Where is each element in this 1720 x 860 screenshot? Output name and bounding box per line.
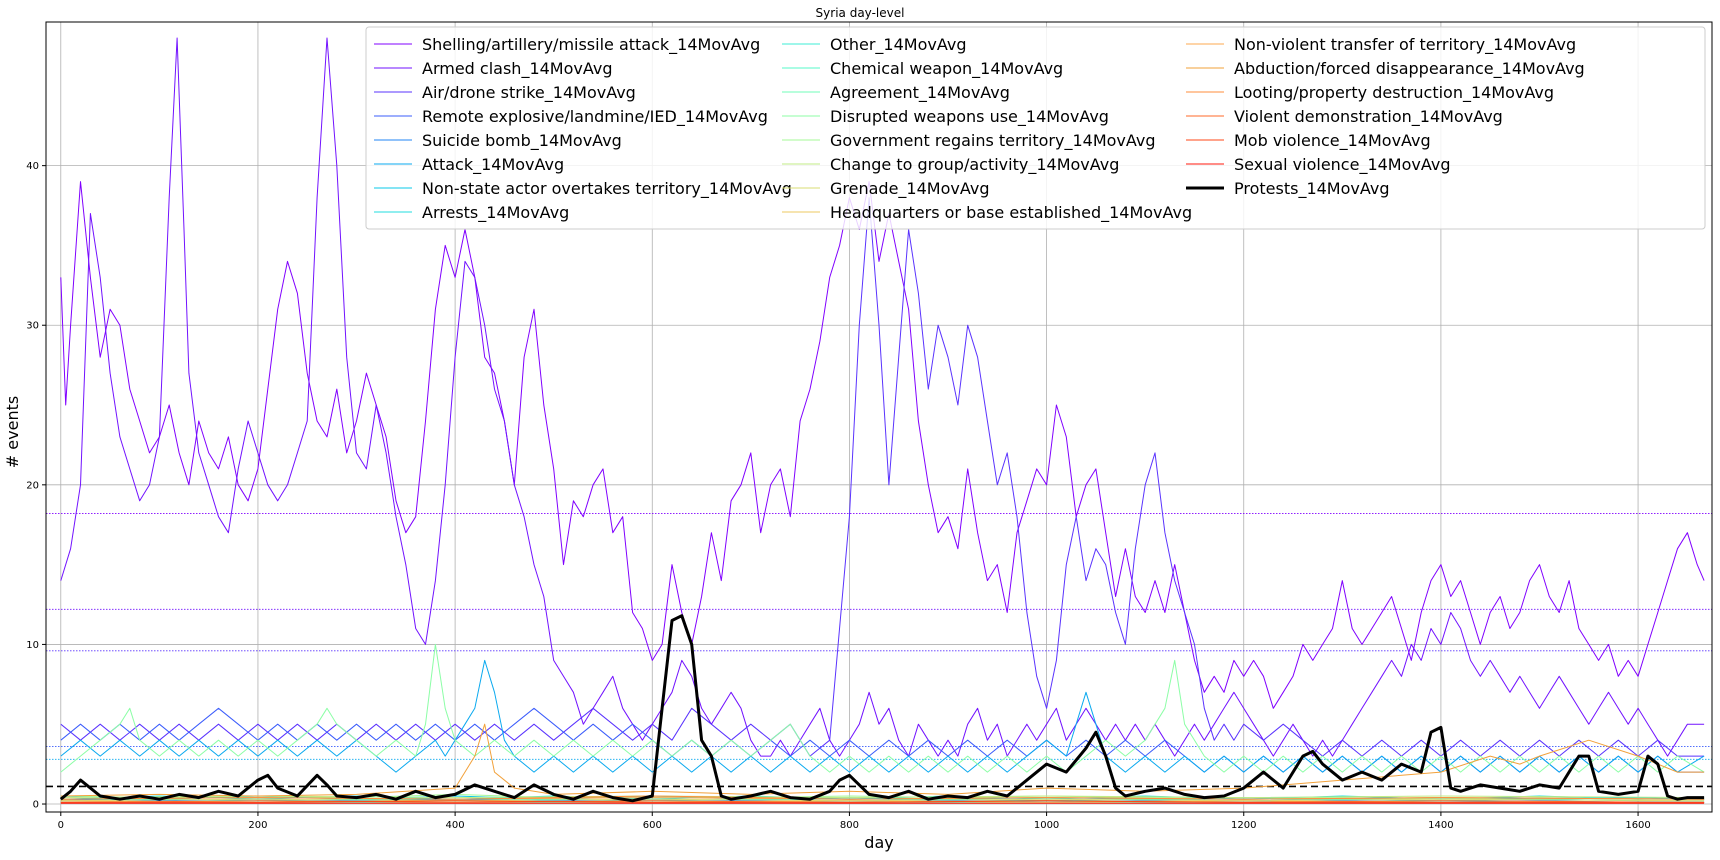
legend-entry-label: Sexual violence_14MovAvg	[1234, 155, 1451, 175]
legend-entry-label: Non-state actor overtakes territory_14Mo…	[422, 179, 792, 199]
legend-entry-label: Attack_14MovAvg	[422, 155, 564, 175]
legend-entry-label: Armed clash_14MovAvg	[422, 59, 613, 79]
legend-entry-label: Government regains territory_14MovAvg	[830, 131, 1156, 151]
x-tick-label: 1200	[1231, 820, 1256, 831]
legend-entry-label: Shelling/artillery/missile attack_14MovA…	[422, 35, 760, 55]
series-line	[59, 614, 1705, 803]
legend-entry-label: Mob violence_14MovAvg	[1234, 131, 1431, 151]
legend-entry-label: Change to group/activity_14MovAvg	[830, 155, 1119, 175]
legend-entry-label: Remote explosive/landmine/IED_14MovAvg	[422, 107, 768, 127]
series-line	[60, 795, 1705, 800]
series-lines	[59, 37, 1705, 804]
x-axis-label: day	[864, 833, 893, 852]
y-tick-label: 20	[26, 480, 39, 491]
series-line	[60, 723, 1705, 797]
series-line	[60, 181, 1705, 709]
legend-entry-label: Violent demonstration_14MovAvg	[1234, 107, 1503, 127]
chart-title: Syria day-level	[816, 6, 905, 20]
legend-entry-label: Other_14MovAvg	[830, 35, 966, 55]
legend-box	[365, 26, 1706, 230]
x-tick-label: 200	[248, 820, 267, 831]
legend-entry-label: Arrests_14MovAvg	[422, 203, 569, 223]
x-tick-label: 800	[840, 820, 859, 831]
y-tick-label: 0	[33, 800, 39, 811]
legend-entry-label: Chemical weapon_14MovAvg	[830, 59, 1063, 79]
legend-entry-label: Non-violent transfer of territory_14MovA…	[1234, 35, 1576, 55]
legend-entry-label: Headquarters or base established_14MovAv…	[830, 203, 1192, 223]
x-tick-label: 1000	[1034, 820, 1059, 831]
axis-ticks: 0 200 400 600 800 1000 1200 1400 1600 0 10 20 30 40	[26, 161, 1651, 831]
y-tick-label: 30	[26, 321, 39, 332]
legend-entry-label: Abduction/forced disappearance_14MovAvg	[1234, 59, 1585, 79]
x-tick-label: 1400	[1428, 820, 1453, 831]
series-line	[60, 37, 1705, 757]
legend-entry-label: Air/drone strike_14MovAvg	[422, 83, 636, 103]
legend-entry-label: Protests_14MovAvg	[1234, 179, 1390, 199]
legend-entry-label: Suicide bomb_14MovAvg	[422, 131, 622, 151]
reference-lines	[46, 513, 1712, 788]
plot-area-frame	[45, 21, 1713, 813]
legend-entry-label: Agreement_14MovAvg	[830, 83, 1010, 103]
legend-entry-label: Disrupted weapons use_14MovAvg	[830, 107, 1109, 127]
series-line	[60, 800, 1705, 803]
legend: Shelling/artillery/missile attack_14MovA…	[365, 26, 1706, 230]
y-axis-label: # events	[3, 396, 22, 468]
x-tick-label: 1600	[1625, 820, 1650, 831]
y-tick-label: 40	[26, 161, 39, 172]
y-tick-label: 10	[26, 640, 39, 651]
x-tick-label: 0	[58, 820, 64, 831]
series-line	[60, 197, 1705, 757]
legend-entry-label: Looting/property destruction_14MovAvg	[1234, 83, 1554, 103]
legend-entry-label: Grenade_14MovAvg	[830, 179, 989, 199]
x-tick-label: 400	[446, 820, 465, 831]
series-line	[60, 643, 1705, 773]
x-tick-label: 600	[643, 820, 662, 831]
series-line	[60, 795, 1705, 799]
